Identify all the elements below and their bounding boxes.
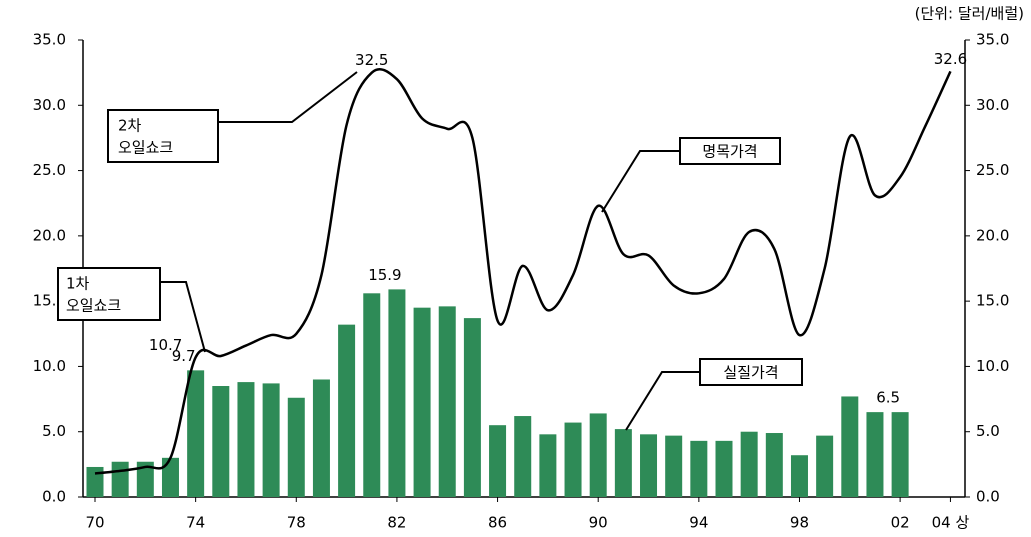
y2-tick-label: 25.0 <box>976 161 1009 179</box>
x-tick-label: 02 <box>891 514 910 532</box>
leader-line <box>625 371 700 431</box>
data-label: 9.7 <box>172 347 196 365</box>
bar <box>287 397 305 497</box>
bar <box>765 433 783 497</box>
y2-tick-label: 10.0 <box>976 357 1009 375</box>
bar <box>841 396 859 497</box>
x-tick-label: 74 <box>186 514 205 532</box>
bar <box>740 431 758 497</box>
bar <box>640 434 658 497</box>
bar <box>438 306 456 497</box>
y-tick-label: 35.0 <box>33 31 66 49</box>
bar <box>665 435 683 497</box>
annotation-text: 오일쇼크 <box>118 139 173 157</box>
annotation-text: 1차 <box>66 275 90 293</box>
line <box>94 68 952 475</box>
y-tick-label: 25.0 <box>33 161 66 179</box>
bar <box>312 379 330 497</box>
bar <box>816 435 834 497</box>
bar <box>136 461 154 497</box>
bar <box>338 324 356 497</box>
data-label: 10.7 <box>149 336 182 354</box>
y2-tick-label: 0.0 <box>976 488 1000 506</box>
y-tick-label: 30.0 <box>33 96 66 114</box>
unit-note: (단위: 달러/배럴) <box>915 5 1024 23</box>
x-tick-label: 90 <box>589 514 608 532</box>
leader-line <box>160 281 206 353</box>
y2-tick-label: 30.0 <box>976 96 1009 114</box>
y-tick-label: 20.0 <box>33 226 66 244</box>
annotation-2nd: 2차 오일쇼크 <box>107 71 358 163</box>
bar <box>212 386 230 497</box>
bar <box>564 422 582 497</box>
y-tick-label: 0.0 <box>42 488 66 506</box>
series-label-real: 실질가격 <box>625 358 803 431</box>
bar <box>111 461 129 497</box>
annotation-box <box>57 267 161 321</box>
series-label-box <box>679 137 781 165</box>
bar <box>589 413 607 497</box>
bar <box>790 455 808 497</box>
x-tick-label: 98 <box>790 514 809 532</box>
data-label: 6.5 <box>876 389 900 407</box>
leader-line <box>218 71 358 123</box>
y2-tick-label: 5.0 <box>976 422 1000 440</box>
bar <box>388 289 406 497</box>
data-label: 32.5 <box>355 51 388 69</box>
bar <box>463 318 481 497</box>
annotation-1st: 1차 오일쇼크 <box>57 267 206 353</box>
bar <box>866 412 884 497</box>
series-label-nominal: 명목가격 <box>601 137 781 213</box>
bar <box>715 440 733 497</box>
y2-tick-label: 20.0 <box>976 226 1009 244</box>
bar <box>363 293 381 497</box>
y2-tick-label: 15.0 <box>976 292 1009 310</box>
x-tick-label: 86 <box>488 514 507 532</box>
y-tick-label: 5.0 <box>42 422 66 440</box>
series-label: 명목가격 <box>702 143 757 161</box>
bar <box>891 412 909 497</box>
bar <box>86 466 104 497</box>
data-label: 15.9 <box>368 266 401 284</box>
bar <box>489 425 507 497</box>
bar <box>262 383 280 497</box>
annotation-box <box>107 109 219 163</box>
annotation-text: 오일쇼크 <box>66 297 121 315</box>
bar <box>161 457 179 497</box>
y-tick-label: 10.0 <box>33 357 66 375</box>
y2-tick-label: 35.0 <box>976 31 1009 49</box>
annotation-text: 2차 <box>118 117 142 135</box>
data-label: 32.6 <box>934 50 967 68</box>
bar <box>187 370 205 497</box>
series-label-box <box>699 358 803 386</box>
x-tick-label: 78 <box>287 514 306 532</box>
bar <box>237 382 255 497</box>
x-tick-label: 70 <box>85 514 104 532</box>
x-tick-label: 82 <box>387 514 406 532</box>
leader-line <box>601 150 680 213</box>
series-label: 실질가격 <box>723 364 778 382</box>
bar <box>413 307 431 497</box>
bar <box>514 416 532 497</box>
x-tick-label: 94 <box>689 514 708 532</box>
bar <box>690 440 708 497</box>
x-tick-label: 04 상 <box>932 514 970 532</box>
bar <box>539 434 557 497</box>
bar <box>614 429 632 497</box>
